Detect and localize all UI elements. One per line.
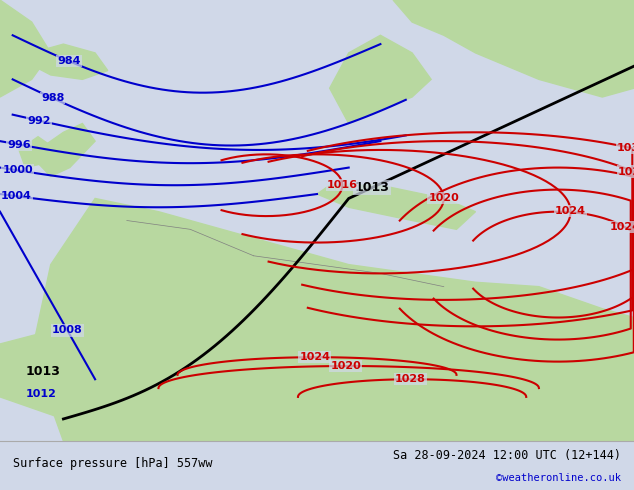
- Text: 1020: 1020: [330, 361, 361, 371]
- Text: 1024: 1024: [555, 206, 586, 216]
- Text: 1000: 1000: [3, 166, 33, 175]
- Text: 1013: 1013: [354, 181, 389, 194]
- Text: 1004: 1004: [1, 191, 32, 201]
- Text: 1032: 1032: [617, 143, 634, 153]
- Text: 1013: 1013: [25, 365, 60, 378]
- Text: 1028: 1028: [618, 167, 634, 176]
- Polygon shape: [19, 137, 51, 168]
- Text: 1008: 1008: [52, 325, 83, 336]
- Polygon shape: [0, 0, 51, 97]
- Text: 1016: 1016: [327, 180, 358, 190]
- Polygon shape: [32, 198, 634, 441]
- Text: 1012: 1012: [25, 389, 56, 399]
- Text: Sa 28-09-2024 12:00 UTC (12+144): Sa 28-09-2024 12:00 UTC (12+144): [393, 449, 621, 462]
- Text: 1020: 1020: [429, 193, 459, 203]
- Polygon shape: [25, 44, 108, 79]
- Polygon shape: [330, 35, 431, 123]
- Polygon shape: [0, 318, 139, 419]
- Text: 1028: 1028: [395, 374, 425, 384]
- Text: 984: 984: [57, 56, 81, 66]
- Polygon shape: [38, 123, 95, 176]
- Text: ©weatheronline.co.uk: ©weatheronline.co.uk: [496, 473, 621, 483]
- Text: 1024: 1024: [610, 222, 634, 232]
- Text: 996: 996: [8, 140, 31, 149]
- Text: Surface pressure [hPa] 557ww: Surface pressure [hPa] 557ww: [13, 457, 212, 469]
- Text: 1024: 1024: [299, 352, 330, 362]
- Text: 988: 988: [41, 93, 64, 103]
- Polygon shape: [317, 185, 476, 229]
- Text: 992: 992: [28, 116, 51, 125]
- Polygon shape: [393, 0, 634, 97]
